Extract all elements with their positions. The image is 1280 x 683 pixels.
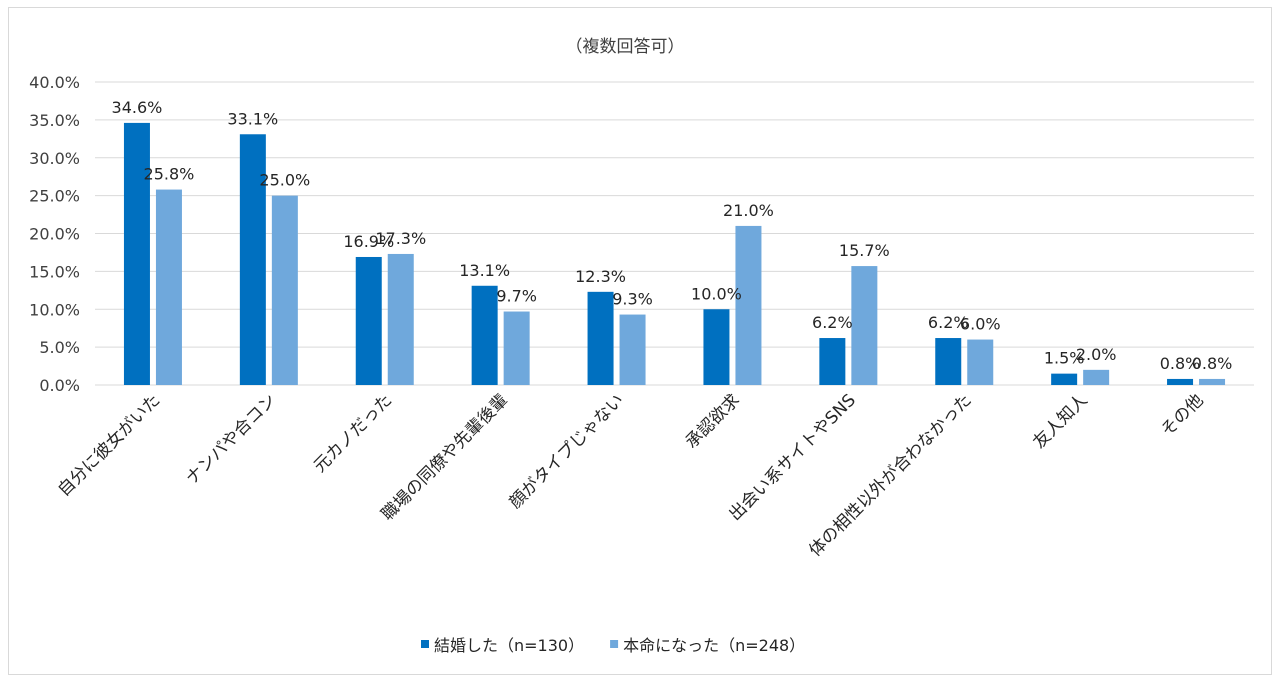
category-label: 承認欲求 [682,390,744,452]
bar [703,309,730,385]
data-label: 6.0% [960,315,1001,334]
bar [1083,369,1110,385]
bar [619,314,646,385]
bar [387,253,414,385]
category-label: 自分に彼女がいた [54,390,164,500]
category-label: 友人知人 [1029,390,1091,452]
bar [123,122,150,385]
y-tick-label: 10.0% [29,300,80,319]
category-label: その他 [1157,390,1207,440]
bar [851,266,878,385]
bar [503,311,530,385]
data-label: 0.8% [1160,354,1201,373]
bar [355,256,382,385]
data-label: 10.0% [691,284,742,303]
bar [587,291,614,385]
y-tick-label: 15.0% [29,262,80,281]
y-tick-label: 5.0% [39,338,80,357]
bar [819,338,846,385]
legend: 結婚した（n=130） 本命になった（n=248） [421,636,805,655]
category-label: 職場の同僚や先輩後輩 [378,390,512,524]
data-label: 1.5% [1044,349,1085,368]
data-label: 12.3% [575,267,626,286]
bar [935,338,962,385]
data-label: 34.6% [112,98,163,117]
data-label: 33.1% [227,109,278,128]
bar [1051,373,1078,385]
bar [1199,378,1226,385]
data-labels: 34.6% 25.8% 33.1% 25.0% 16.9%17.3% 13.1% 9.7% 1… [112,98,1233,373]
y-tick-label: 30.0% [29,149,80,168]
y-axis-ticks: 0.0% 5.0% 10.0% 15.0% 20.0% 25.0% 30.0% 35.0% 40… [29,73,80,395]
data-label: 21.0% [723,201,774,220]
data-label: 17.3% [375,229,426,248]
data-label: 6.2% [928,313,969,332]
y-tick-label: 35.0% [29,111,80,130]
chart-title: （複数回答可） [566,37,685,57]
legend-label: 本命になった（n=248） [623,636,805,655]
data-label: 0.8% [1192,354,1233,373]
category-label: 顔がタイプじゃない [506,390,628,512]
bar [271,195,298,385]
legend-swatch [610,640,619,648]
data-label: 9.7% [496,287,537,306]
y-tick-label: 25.0% [29,187,80,206]
data-label: 6.2% [812,313,853,332]
bar [471,285,498,385]
data-label: 25.8% [144,165,195,184]
data-label: 15.7% [839,241,890,260]
legend-swatch [421,640,429,648]
y-tick-label: 0.0% [39,376,80,395]
bar [155,189,182,385]
bars [123,122,1226,385]
y-tick-label: 20.0% [29,225,80,244]
category-label: ナンパや合コン [182,390,280,488]
y-tick-label: 40.0% [29,73,80,92]
bar [1167,378,1194,385]
bar [239,134,266,385]
data-label: 13.1% [459,261,510,280]
bar [967,339,994,385]
category-label: 元カノだった [310,390,396,476]
data-label: 16.9% [343,232,394,251]
category-label: 出会い系サイトやSNS [725,390,860,525]
bar [735,225,762,385]
data-label: 9.3% [612,290,653,309]
data-label: 2.0% [1076,345,1117,364]
x-axis-categories: 自分に彼女がいた ナンパや合コン 元カノだった職場の同僚や先輩後輩顔がタイプじゃない… [54,390,1207,560]
legend-label: 結婚した（n=130） [434,636,584,655]
data-label: 25.0% [259,171,310,190]
